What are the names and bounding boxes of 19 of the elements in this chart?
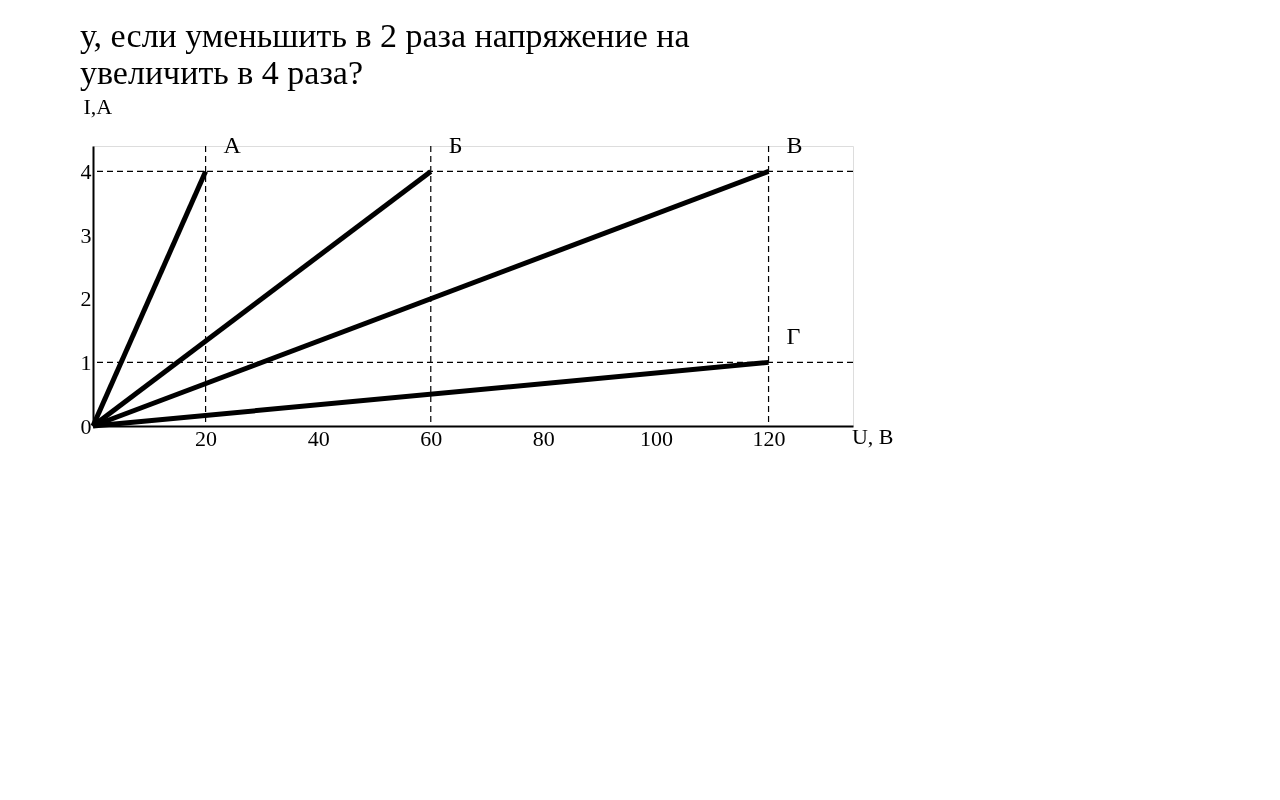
series-label: Г [786,323,801,350]
chart-subtitle: увеличить в 4 раза? [80,54,364,91]
x-tick-label: 60 [420,425,443,451]
y-axis-title: I,А [83,93,113,119]
y-tick-label: 4 [80,158,92,184]
x-axis-title: U, В [851,423,894,449]
y-tick-label: 1 [80,349,92,375]
x-tick-label: 100 [639,425,673,451]
x-tick-label: 20 [195,425,218,451]
series-label: Б [448,132,463,159]
series-label: А [223,132,242,159]
x-tick-label: 120 [752,425,786,451]
y-tick-label: 2 [80,286,92,312]
chart-title: у, если уменьшить в 2 раза напряжение на [80,17,690,54]
y-tick-label: 0 [80,413,92,439]
x-tick-label: 80 [532,425,555,451]
x-tick-label: 40 [307,425,330,451]
y-tick-label: 3 [80,222,92,248]
series-label: В [786,132,803,159]
